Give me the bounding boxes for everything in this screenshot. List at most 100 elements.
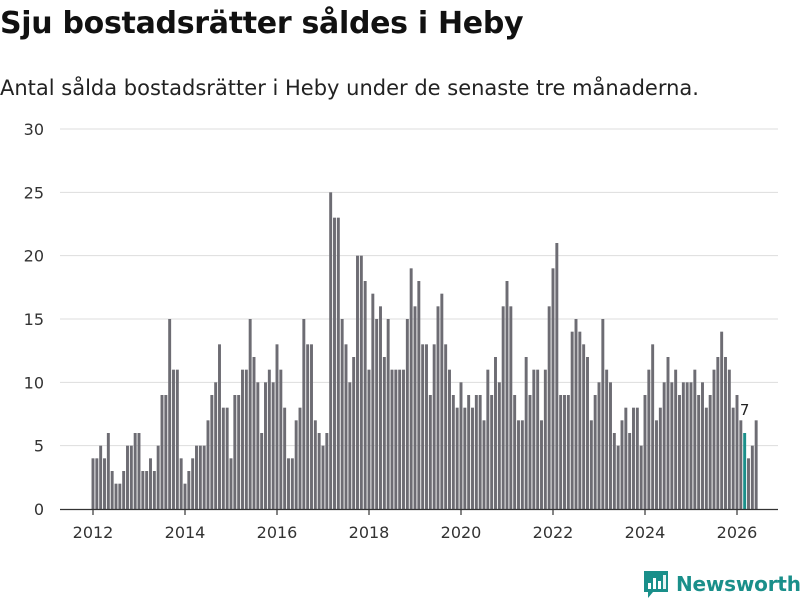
bar xyxy=(436,306,440,509)
bar xyxy=(168,319,172,509)
bar xyxy=(359,255,363,509)
bar xyxy=(720,331,724,509)
bar xyxy=(597,382,601,509)
bar xyxy=(459,382,463,509)
bar xyxy=(417,281,421,509)
bar xyxy=(658,407,662,509)
bar xyxy=(474,395,478,509)
bar xyxy=(739,420,743,509)
bar xyxy=(578,331,582,509)
bar xyxy=(754,420,758,509)
bar xyxy=(233,395,237,509)
bar xyxy=(279,369,283,509)
annotations: 7 xyxy=(740,401,750,419)
bar xyxy=(635,407,639,509)
bar xyxy=(524,357,528,509)
bar xyxy=(589,420,593,509)
bar xyxy=(666,357,670,509)
bar xyxy=(494,357,497,509)
bar xyxy=(612,433,616,509)
bar xyxy=(229,458,233,509)
bar xyxy=(110,471,114,509)
chart-title: Sju bostadsrätter såldes i Heby xyxy=(0,6,524,41)
bar xyxy=(693,369,697,509)
bar xyxy=(413,306,417,509)
bar xyxy=(731,407,735,509)
bar xyxy=(724,357,727,509)
bar xyxy=(244,369,248,509)
bar xyxy=(264,382,267,509)
newsworthy-logo: Newsworthy xyxy=(644,568,800,600)
bar xyxy=(344,344,348,509)
bar xyxy=(371,293,375,509)
bar xyxy=(183,483,187,509)
bar xyxy=(91,458,95,509)
bar xyxy=(616,445,620,509)
bar xyxy=(448,369,451,509)
x-tick-label: 2024 xyxy=(625,523,666,540)
bar xyxy=(294,420,298,509)
bar xyxy=(559,395,563,509)
bar xyxy=(122,471,126,509)
bar xyxy=(532,369,536,509)
bar xyxy=(206,420,210,509)
bar xyxy=(172,369,175,509)
chart-subtitle: Antal sålda bostadsrätter i Heby under d… xyxy=(0,76,699,100)
bar xyxy=(701,382,704,509)
bar xyxy=(708,395,712,509)
bar xyxy=(540,420,543,509)
bar xyxy=(149,458,152,509)
bar xyxy=(566,395,570,509)
bar xyxy=(145,471,149,509)
bar xyxy=(298,407,302,509)
bar xyxy=(390,369,394,509)
bar xyxy=(241,369,244,509)
bar xyxy=(632,407,635,509)
bar xyxy=(490,395,494,509)
bar xyxy=(467,395,471,509)
bar xyxy=(126,445,129,509)
bar xyxy=(471,407,474,509)
bar xyxy=(678,395,681,509)
bar xyxy=(605,369,609,509)
bar xyxy=(313,420,317,509)
bar xyxy=(221,407,225,509)
bar xyxy=(704,407,708,509)
x-tick-label: 2016 xyxy=(257,523,298,540)
bar xyxy=(225,407,229,509)
x-tick-label: 2014 xyxy=(165,523,206,540)
bar xyxy=(712,369,716,509)
y-tick-label: 0 xyxy=(34,500,44,519)
bar xyxy=(681,382,685,509)
bar xyxy=(689,382,693,509)
bar xyxy=(256,382,260,509)
bar xyxy=(555,243,559,509)
x-tick-label: 2022 xyxy=(533,523,574,540)
newsworthy-logo-text: Newsworthy xyxy=(676,572,800,596)
x-tick-label: 2018 xyxy=(349,523,390,540)
bar xyxy=(513,395,517,509)
y-tick-label: 15 xyxy=(24,310,44,329)
bar xyxy=(670,382,674,509)
bar xyxy=(517,420,520,509)
y-tick-label: 20 xyxy=(24,247,44,266)
bar xyxy=(674,369,678,509)
bar xyxy=(103,458,106,509)
y-tick-label: 30 xyxy=(24,120,44,139)
bar xyxy=(356,255,359,509)
y-tick-label: 5 xyxy=(34,437,44,456)
bar xyxy=(482,420,486,509)
y-axis-labels: 0 5 10 15 20 25 30 xyxy=(24,120,44,519)
bar xyxy=(114,483,118,509)
bar xyxy=(329,192,333,509)
bar xyxy=(586,357,589,509)
bar xyxy=(747,458,750,509)
bar xyxy=(421,344,425,509)
bar xyxy=(624,407,628,509)
bar xyxy=(620,420,624,509)
bar xyxy=(352,357,356,509)
bar-highlight xyxy=(743,433,747,509)
bar xyxy=(336,217,340,510)
bar xyxy=(260,433,264,509)
bar xyxy=(398,369,402,509)
